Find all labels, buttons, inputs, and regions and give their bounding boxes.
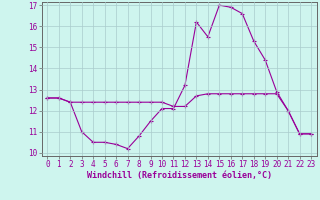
- X-axis label: Windchill (Refroidissement éolien,°C): Windchill (Refroidissement éolien,°C): [87, 171, 272, 180]
